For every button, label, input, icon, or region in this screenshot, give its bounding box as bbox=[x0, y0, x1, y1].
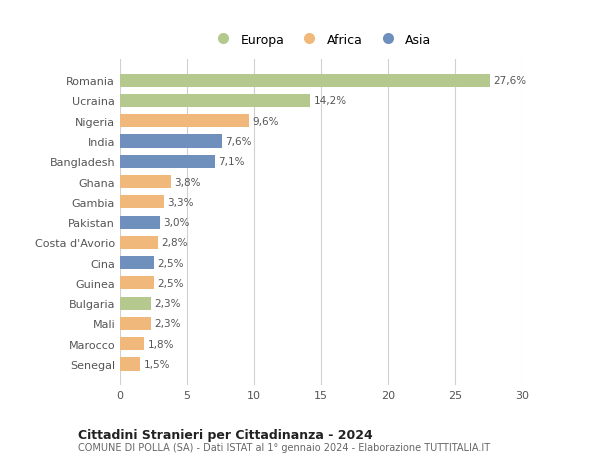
Bar bbox=[120, 196, 164, 209]
Text: 2,3%: 2,3% bbox=[154, 319, 181, 329]
Text: 2,5%: 2,5% bbox=[157, 278, 184, 288]
Text: 3,3%: 3,3% bbox=[167, 197, 194, 207]
Bar bbox=[120, 156, 215, 168]
Legend: Europa, Africa, Asia: Europa, Africa, Asia bbox=[207, 30, 435, 50]
Bar bbox=[120, 297, 151, 310]
Text: COMUNE DI POLLA (SA) - Dati ISTAT al 1° gennaio 2024 - Elaborazione TUTTITALIA.I: COMUNE DI POLLA (SA) - Dati ISTAT al 1° … bbox=[78, 442, 490, 452]
Text: Cittadini Stranieri per Cittadinanza - 2024: Cittadini Stranieri per Cittadinanza - 2… bbox=[78, 428, 373, 441]
Bar bbox=[120, 115, 248, 128]
Text: 27,6%: 27,6% bbox=[493, 76, 526, 86]
Bar bbox=[120, 74, 490, 88]
Text: 1,8%: 1,8% bbox=[148, 339, 174, 349]
Text: 1,5%: 1,5% bbox=[143, 359, 170, 369]
Text: 7,1%: 7,1% bbox=[218, 157, 245, 167]
Bar bbox=[120, 176, 171, 189]
Text: 2,8%: 2,8% bbox=[161, 238, 187, 248]
Bar bbox=[120, 257, 154, 269]
Text: 14,2%: 14,2% bbox=[314, 96, 347, 106]
Bar bbox=[120, 95, 310, 108]
Text: 3,0%: 3,0% bbox=[164, 218, 190, 228]
Text: 3,8%: 3,8% bbox=[174, 177, 201, 187]
Bar bbox=[120, 358, 140, 371]
Bar bbox=[120, 337, 144, 351]
Text: 2,5%: 2,5% bbox=[157, 258, 184, 268]
Bar bbox=[120, 277, 154, 290]
Text: 2,3%: 2,3% bbox=[154, 298, 181, 308]
Text: 9,6%: 9,6% bbox=[252, 117, 278, 127]
Bar bbox=[120, 317, 151, 330]
Bar bbox=[120, 135, 222, 148]
Bar bbox=[120, 236, 158, 249]
Text: 7,6%: 7,6% bbox=[225, 137, 251, 147]
Bar bbox=[120, 216, 160, 229]
